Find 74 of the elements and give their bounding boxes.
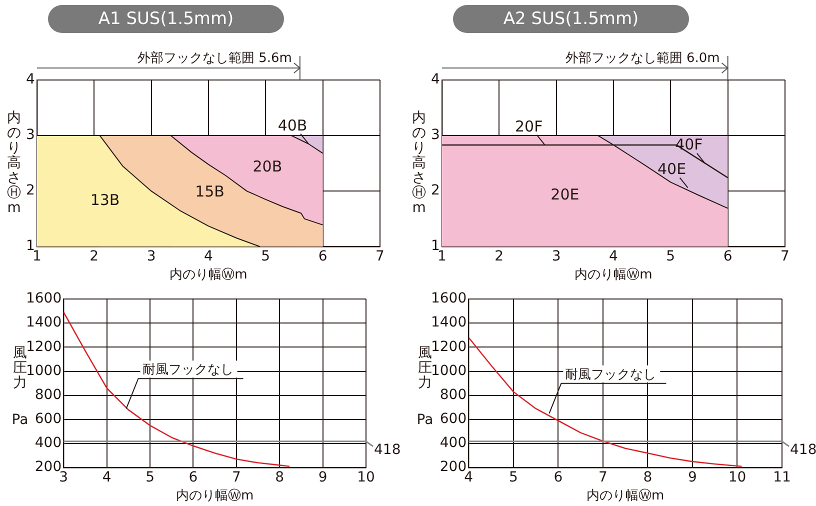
text: 風圧力 Pa (416, 344, 434, 428)
y-tick-label: 3 (26, 127, 35, 144)
y-tick-label: 4 (26, 72, 35, 88)
y-axis-title: 内のり高さⒽm (412, 110, 426, 216)
x-tick-label: 7 (598, 470, 608, 486)
y-tick-label: 1200 (26, 338, 62, 355)
y-tick-label: 1 (26, 238, 35, 254)
series-label: 20B (252, 158, 282, 176)
y-tick-label: 800 (34, 386, 62, 403)
annotation: 20F (514, 117, 543, 136)
series-label: 13B (90, 190, 120, 209)
y-tick-label: 600 (440, 411, 467, 428)
x-tick-label: 5 (666, 248, 676, 265)
y-tick-label: 1400 (430, 314, 467, 331)
x-tick-label: 8 (643, 470, 652, 486)
y-tick-label: 1600 (430, 290, 467, 307)
y-tick-label: 200 (440, 459, 467, 476)
x-tick-label: 10 (728, 470, 746, 486)
x-axis-title: 内のり幅Ⓦm (170, 268, 248, 283)
x-tick-label: 5 (261, 248, 270, 265)
x-tick-label: 6 (554, 470, 563, 486)
x-tick-label: 6 (318, 248, 328, 265)
x-tick-label: 7 (232, 470, 241, 486)
y-tick-label: 2 (26, 182, 35, 199)
annotation: 耐風フックなし (142, 362, 234, 378)
text: 風圧力 Pa (12, 344, 28, 428)
ref-line-label: 418 (790, 442, 816, 458)
x-tick-label: 11 (773, 470, 791, 486)
series-label: 20E (550, 185, 580, 204)
ref-line-label: 418 (374, 442, 401, 458)
x-tick-label: 5 (146, 470, 154, 486)
y-tick-label: 3 (430, 127, 440, 144)
x-tick-label: 8 (275, 470, 284, 486)
ref-line-label: 外部フックなし範囲 6.0m (565, 50, 720, 66)
y-tick-label: 1000 (430, 362, 467, 379)
x-tick-label: 3 (146, 248, 156, 265)
x-tick-label: 2 (494, 248, 504, 265)
y-tick-label: 1400 (26, 314, 62, 331)
x-axis-title: 内のり幅Ⓦm (176, 488, 254, 504)
x-tick-label: 10 (357, 470, 375, 486)
y-tick-label: 400 (34, 435, 62, 452)
ref-line-label: 外部フックなし範囲 5.6m (137, 50, 292, 66)
y-tick-label: 600 (34, 411, 62, 428)
chart-title: A2 SUS(1.5mm) (453, 5, 689, 33)
y-tick-label: 4 (430, 72, 440, 88)
annotation: 40F (675, 136, 703, 154)
y-tick-label: 2 (430, 182, 440, 199)
x-tick-label: 4 (102, 470, 112, 486)
annotation: 40E (658, 160, 686, 178)
x-tick-label: 6 (188, 470, 198, 486)
x-tick-label: 7 (376, 248, 384, 265)
x-tick-label: 9 (318, 470, 328, 486)
x-tick-label: 5 (508, 470, 518, 486)
x-tick-label: 9 (688, 470, 697, 486)
y-tick-label: 1000 (26, 362, 62, 379)
x-tick-label: 6 (723, 248, 732, 265)
y-tick-label: 1600 (26, 290, 62, 307)
x-axis-title: 内のり幅Ⓦm (574, 268, 652, 283)
y-tick-label: 1 (430, 238, 440, 254)
y-tick-label: 1200 (430, 338, 467, 355)
x-tick-label: 7 (780, 248, 790, 265)
series-label: 15B (195, 182, 224, 201)
x-axis-title: 内のり幅Ⓦm (586, 488, 664, 504)
y-tick-label: 200 (34, 459, 62, 476)
x-tick-label: 4 (204, 248, 213, 265)
y-axis-title: 内のり高さⒽm (7, 110, 21, 216)
x-tick-label: 2 (90, 248, 99, 265)
annotation: 40B (278, 116, 308, 134)
x-tick-label: 3 (552, 248, 561, 265)
x-tick-label: 4 (608, 248, 618, 265)
y-tick-label: 400 (440, 435, 467, 452)
chart-title: A1 SUS(1.5mm) (48, 5, 284, 33)
y-tick-label: 800 (440, 386, 467, 403)
annotation: 耐風フックなし (565, 367, 656, 382)
